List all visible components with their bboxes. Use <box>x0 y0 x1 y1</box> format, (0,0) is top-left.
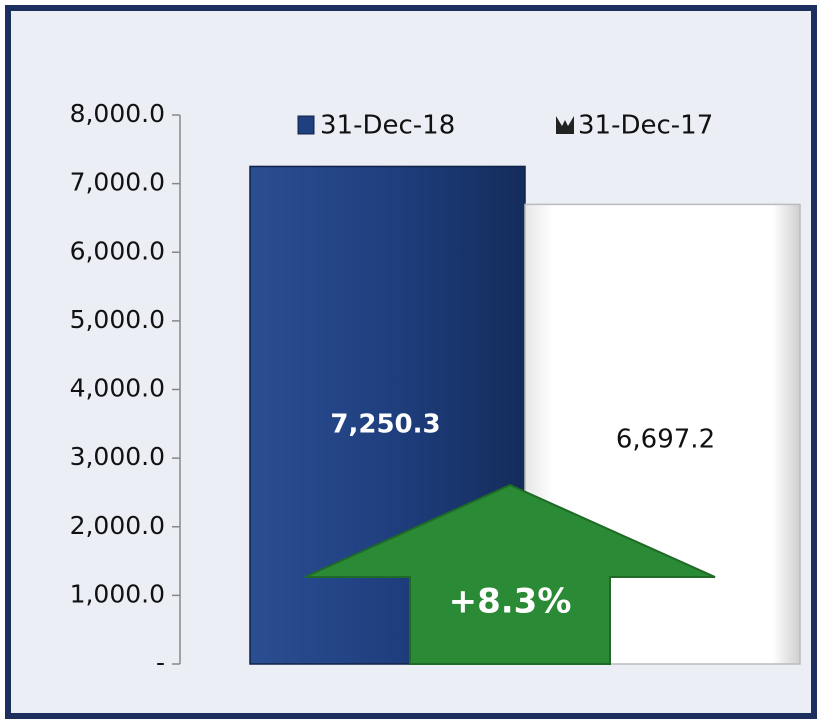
legend-swatch <box>556 116 574 134</box>
y-tick-label: 8,000.0 <box>70 99 165 128</box>
increase-arrow <box>304 483 716 665</box>
value-label: 7,250.3 <box>330 410 440 440</box>
legend-label: 31-Dec-18 <box>320 111 455 141</box>
y-tick-label: 6,000.0 <box>70 236 165 265</box>
y-tick-label: 5,000.0 <box>70 305 165 334</box>
y-tick-label: 7,000.0 <box>70 168 165 197</box>
y-tick-label: 2,000.0 <box>70 511 165 540</box>
y-tick-label: - <box>156 648 165 677</box>
y-tick-label: 3,000.0 <box>70 442 165 471</box>
y-tick-label: 1,000.0 <box>70 579 165 608</box>
y-tick-label: 4,000.0 <box>70 374 165 403</box>
bar <box>249 165 526 665</box>
value-label: 6,697.2 <box>616 425 715 455</box>
legend-label: 31-Dec-17 <box>578 111 713 141</box>
annotation: +8.3% <box>449 582 572 622</box>
legend-swatch <box>297 115 315 135</box>
